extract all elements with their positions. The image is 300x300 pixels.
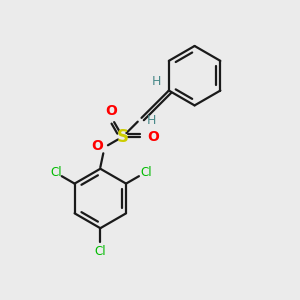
Text: S: S	[117, 128, 129, 146]
Text: O: O	[147, 130, 159, 144]
Text: Cl: Cl	[51, 166, 62, 179]
Text: H: H	[147, 114, 157, 127]
Text: O: O	[106, 104, 117, 118]
Text: O: O	[91, 140, 103, 154]
Text: Cl: Cl	[140, 166, 152, 179]
Text: H: H	[152, 74, 161, 88]
Text: Cl: Cl	[94, 245, 106, 259]
